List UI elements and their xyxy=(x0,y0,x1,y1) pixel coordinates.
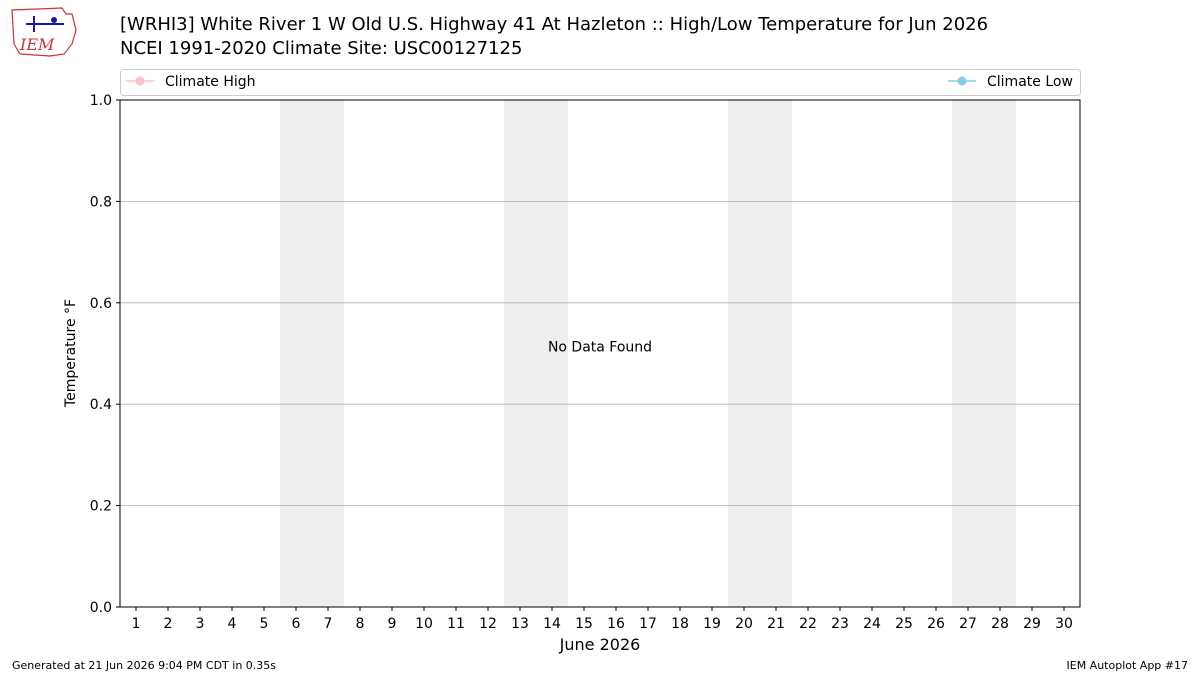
weekend-band xyxy=(504,100,568,607)
footer-right: IEM Autoplot App #17 xyxy=(1067,659,1189,672)
legend-marker xyxy=(135,76,145,86)
x-tick-label: 14 xyxy=(543,616,561,632)
chart-subtitle: NCEI 1991-2020 Climate Site: USC00127125 xyxy=(120,38,522,59)
x-tick-label: 6 xyxy=(292,616,301,632)
logo-outline xyxy=(11,7,77,57)
y-tick-label: 0.4 xyxy=(90,397,112,413)
x-tick-label: 25 xyxy=(895,616,913,632)
x-tick-label: 26 xyxy=(927,616,945,632)
x-tick-label: 24 xyxy=(863,616,881,632)
y-tick-label: 0.6 xyxy=(90,296,112,312)
x-tick-label: 4 xyxy=(228,616,237,632)
legend-marker xyxy=(957,76,967,86)
y-axis-label: Temperature °F xyxy=(63,299,79,408)
x-tick-label: 7 xyxy=(324,616,333,632)
logo-text: IEM xyxy=(19,35,55,54)
x-tick-label: 19 xyxy=(703,616,721,632)
x-tick-label: 3 xyxy=(196,616,205,632)
x-tick-label: 17 xyxy=(639,616,657,632)
x-tick-label: 20 xyxy=(735,616,753,632)
logo: IEM xyxy=(11,7,77,57)
x-tick-label: 30 xyxy=(1055,616,1073,632)
x-tick-label: 21 xyxy=(767,616,785,632)
legend-label: Climate Low xyxy=(987,74,1073,90)
weekend-band xyxy=(952,100,1016,607)
annotation: No Data Found xyxy=(548,340,652,356)
y-tick-label: 0.8 xyxy=(90,194,112,210)
footer-left: Generated at 21 Jun 2026 9:04 PM CDT in … xyxy=(12,659,276,672)
chart-title: [WRHI3] White River 1 W Old U.S. Highway… xyxy=(120,14,988,35)
logo-dot xyxy=(51,17,57,23)
x-tick-label: 11 xyxy=(447,616,465,632)
weekend-band xyxy=(728,100,792,607)
x-tick-label: 23 xyxy=(831,616,849,632)
x-tick-label: 8 xyxy=(356,616,365,632)
x-tick-label: 27 xyxy=(959,616,977,632)
x-tick-label: 28 xyxy=(991,616,1009,632)
x-tick-label: 2 xyxy=(164,616,173,632)
y-tick-label: 0.2 xyxy=(90,499,112,515)
y-tick-label: 0.0 xyxy=(90,600,112,616)
x-tick-label: 16 xyxy=(607,616,625,632)
x-tick-label: 5 xyxy=(260,616,269,632)
x-tick-label: 29 xyxy=(1023,616,1041,632)
legend-box xyxy=(120,69,1081,96)
y-tick-label: 1.0 xyxy=(90,93,112,109)
plot-frame xyxy=(119,99,1081,608)
x-tick-label: 9 xyxy=(388,616,397,632)
x-tick-label: 10 xyxy=(415,616,433,632)
x-tick-label: 18 xyxy=(671,616,689,632)
x-tick-label: 12 xyxy=(479,616,497,632)
legend-label: Climate High xyxy=(165,74,256,90)
weekend-band xyxy=(280,100,344,607)
x-tick-label: 22 xyxy=(799,616,817,632)
x-tick-label: 1 xyxy=(132,616,141,632)
x-tick-label: 13 xyxy=(511,616,529,632)
x-tick-label: 15 xyxy=(575,616,593,632)
x-axis-label: June 2026 xyxy=(559,635,641,654)
